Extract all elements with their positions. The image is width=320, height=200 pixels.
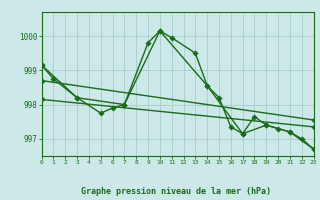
Text: Graphe pression niveau de la mer (hPa): Graphe pression niveau de la mer (hPa) bbox=[81, 187, 271, 196]
